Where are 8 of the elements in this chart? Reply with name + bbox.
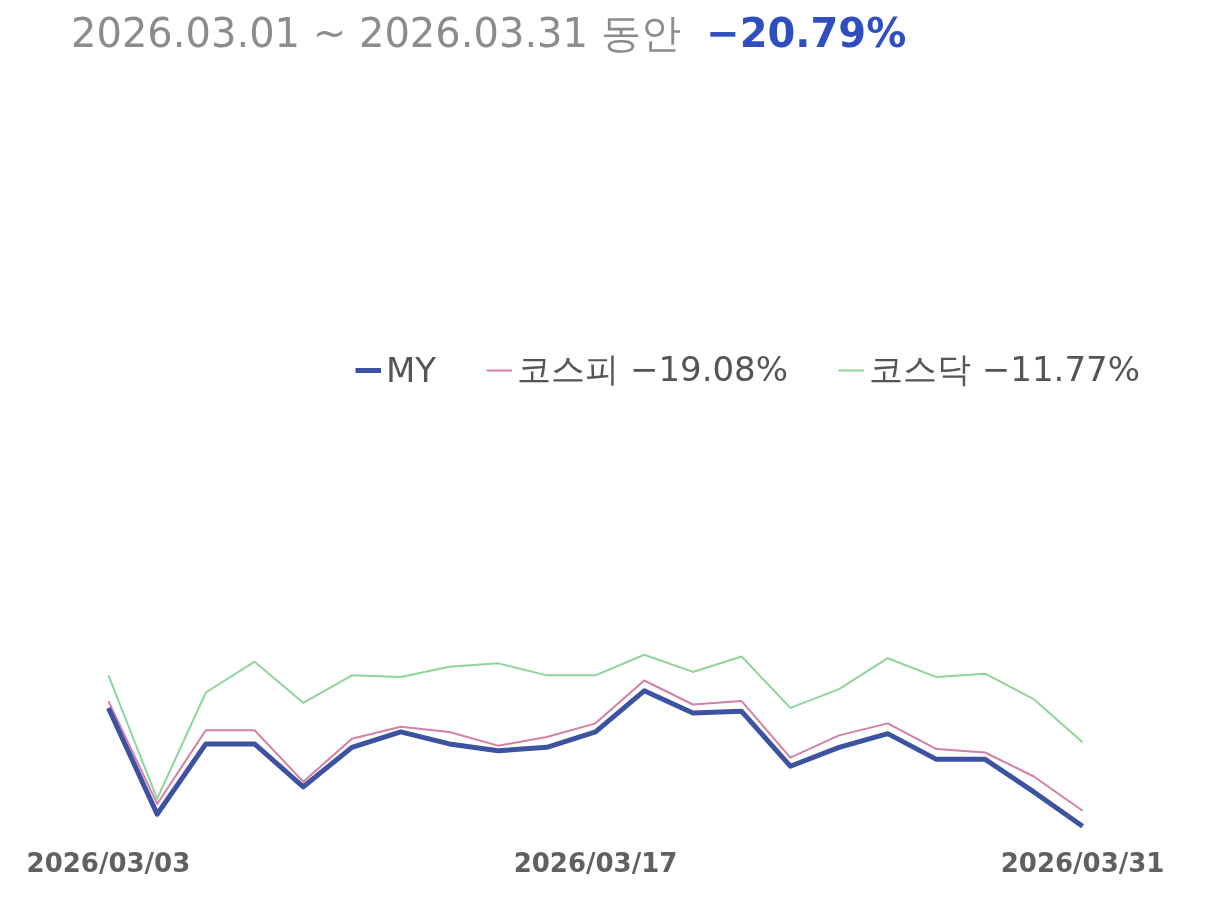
- legend-label: 코스닥 −11.77%: [869, 348, 1140, 391]
- legend-label: 코스피 −19.08%: [517, 348, 789, 391]
- x-tick-label: 2026/03/03: [26, 847, 191, 878]
- text: −20.79%: [706, 10, 907, 56]
- legend-label: MY: [386, 350, 437, 390]
- x-tick-label: 2026/03/31: [1000, 847, 1165, 878]
- chart-title: 2026.03.01 ~ 2026.03.31 동안: [71, 10, 681, 56]
- x-tick-label: 2026/03/17: [513, 847, 678, 878]
